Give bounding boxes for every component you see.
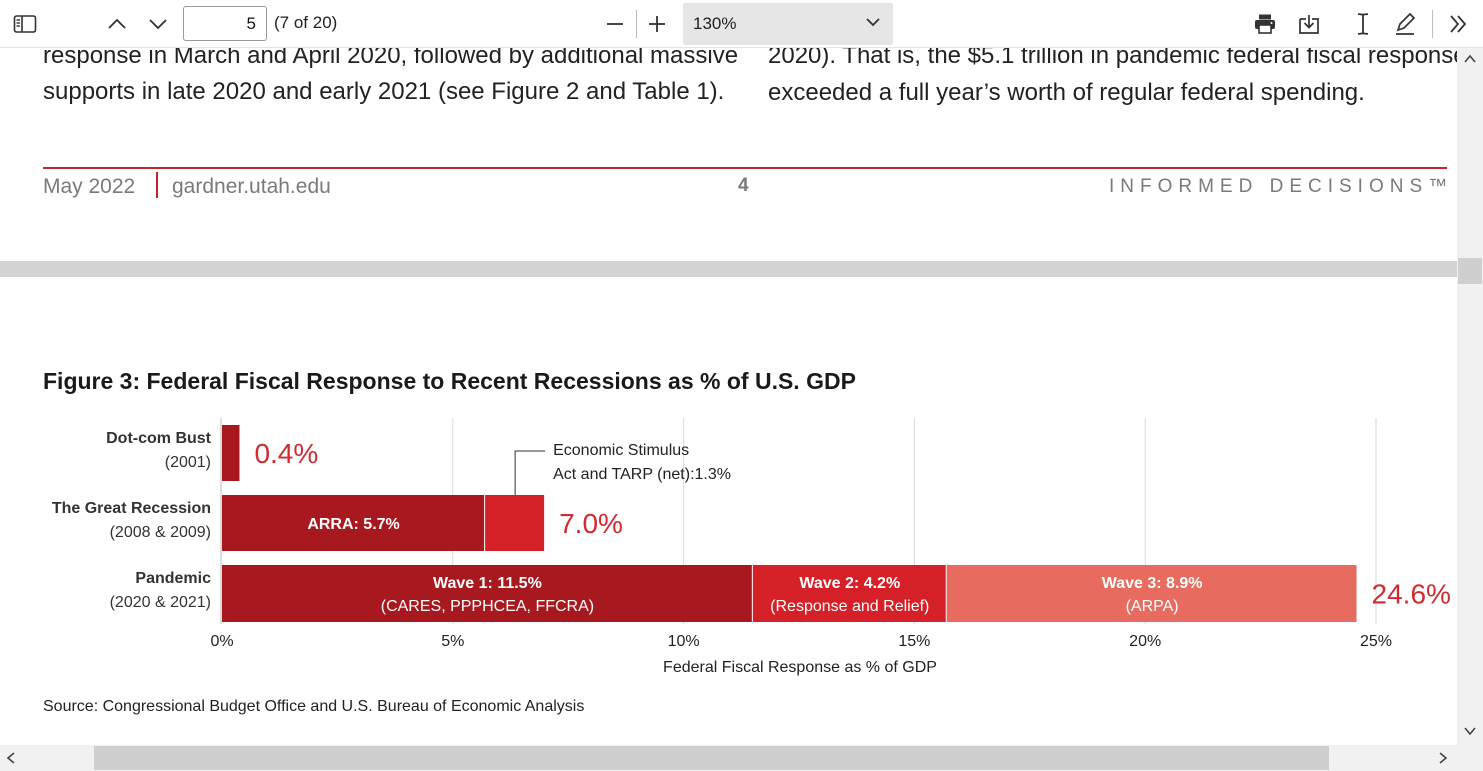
x-tick-label: 0% [210,633,233,650]
download-icon [1299,15,1319,34]
segment-label: Wave 1: 11.5% [433,575,542,592]
row-label: Dot-com Bust [106,430,212,447]
page-number-input[interactable] [183,6,267,41]
double-chevron-right-icon [1450,15,1467,33]
more-tools-button[interactable] [1440,6,1476,42]
zoom-select[interactable]: 130% [683,3,893,45]
zoom-out-button[interactable] [598,6,632,42]
segment-sublabel: (Response and Relief) [770,598,929,615]
bar-segment [222,565,752,622]
printer-icon [1255,14,1275,34]
x-tick-label: 10% [668,633,700,650]
row-total-label: 7.0% [559,508,623,539]
plus-icon [649,16,665,32]
segment-label: Wave 3: 8.9% [1102,575,1203,592]
footer-page-number: 4 [738,175,749,196]
vertical-scroll-thumb[interactable] [1458,258,1482,284]
scroll-right-icon[interactable] [1438,752,1448,764]
x-tick-label: 25% [1360,633,1392,650]
footer-date: May 2022 [43,175,136,198]
next-page-button[interactable] [141,6,175,42]
right-column-line-1: 2020). That is, the $5.1 trillion in pan… [768,48,1457,69]
fiscal-response-chart: 0% 5% 10% 15% 20% 25% Federal Fiscal Response … [52,418,1451,676]
pdf-toolbar: (7 of 20) 130% [0,0,1483,48]
print-button[interactable] [1248,6,1282,42]
segment-label: ARRA: 5.7% [307,516,399,533]
annotation-line-1: Economic Stimulus [553,442,689,459]
row-sublabel: (2001) [165,454,211,471]
zoom-in-button[interactable] [640,6,674,42]
sidebar-toggle-button[interactable] [8,6,42,42]
row-sublabel: (2008 & 2009) [110,524,211,541]
x-tick-label: 15% [898,633,930,650]
scroll-up-icon[interactable] [1464,54,1476,64]
footer-brand: INFORMED DECISIONS™ [1109,176,1454,197]
row-label: The Great Recession [52,500,211,517]
x-tick-label: 20% [1129,633,1161,650]
page-gap [0,261,1457,277]
text-select-button[interactable] [1346,6,1380,42]
x-axis-label: Federal Fiscal Response as % of GDP [663,659,937,676]
toolbar-divider [636,10,637,38]
document-viewport[interactable]: response in March and April 2020, follow… [0,48,1457,745]
footer-rule [43,167,1447,169]
segment-sublabel: (ARPA) [1126,598,1179,615]
page-count-label: (7 of 20) [274,13,338,32]
minus-icon [607,23,623,25]
save-button[interactable] [1292,6,1326,42]
bar-segment [946,565,1357,622]
segment-label: Wave 2: 4.2% [799,575,900,592]
footer-url: gardner.utah.edu [172,175,331,198]
annotation-line-2: Act and TARP (net):1.3% [553,466,731,483]
horizontal-scrollbar[interactable] [0,745,1483,771]
x-tick-label: 5% [441,633,464,650]
bar-segment [752,565,946,622]
row-total-label: 0.4% [254,438,318,469]
left-column-line-2: supports in late 2020 and early 2021 (se… [43,78,725,105]
chevron-up-icon [108,18,126,29]
row-sublabel: (2020 & 2021) [110,594,211,611]
row-total-label: 24.6% [1372,579,1451,610]
footer-separator [156,172,158,198]
scroll-down-icon[interactable] [1464,726,1476,736]
left-column-line-1: response in March and April 2020, follow… [43,48,739,69]
chevron-down-icon [866,18,880,27]
figure-title: Figure 3: Federal Fiscal Response to Rec… [43,368,856,394]
zoom-value: 130% [693,14,737,33]
bar-segment [222,495,485,551]
previous-page-button[interactable] [100,6,134,42]
right-column-line-2: exceeded a full year’s worth of regular … [768,79,1365,106]
chevron-down-icon [149,19,167,30]
pen-icon [1396,12,1416,35]
text-cursor-icon [1357,13,1369,35]
bar-segment [222,425,240,481]
toolbar-divider [1432,10,1433,38]
vertical-scrollbar[interactable] [1457,48,1483,745]
row-label: Pandemic [135,570,211,587]
horizontal-scroll-thumb[interactable] [94,746,1329,770]
scroll-left-icon[interactable] [6,752,16,764]
bar-segment [485,495,545,551]
sidebar-toggle-icon [13,15,37,33]
figure-source: Source: Congressional Budget Office and … [43,698,585,715]
segment-sublabel: (CARES, PPPHCEA, FFCRA) [381,598,594,615]
annotation-leader [514,450,546,495]
draw-button[interactable] [1388,6,1422,42]
